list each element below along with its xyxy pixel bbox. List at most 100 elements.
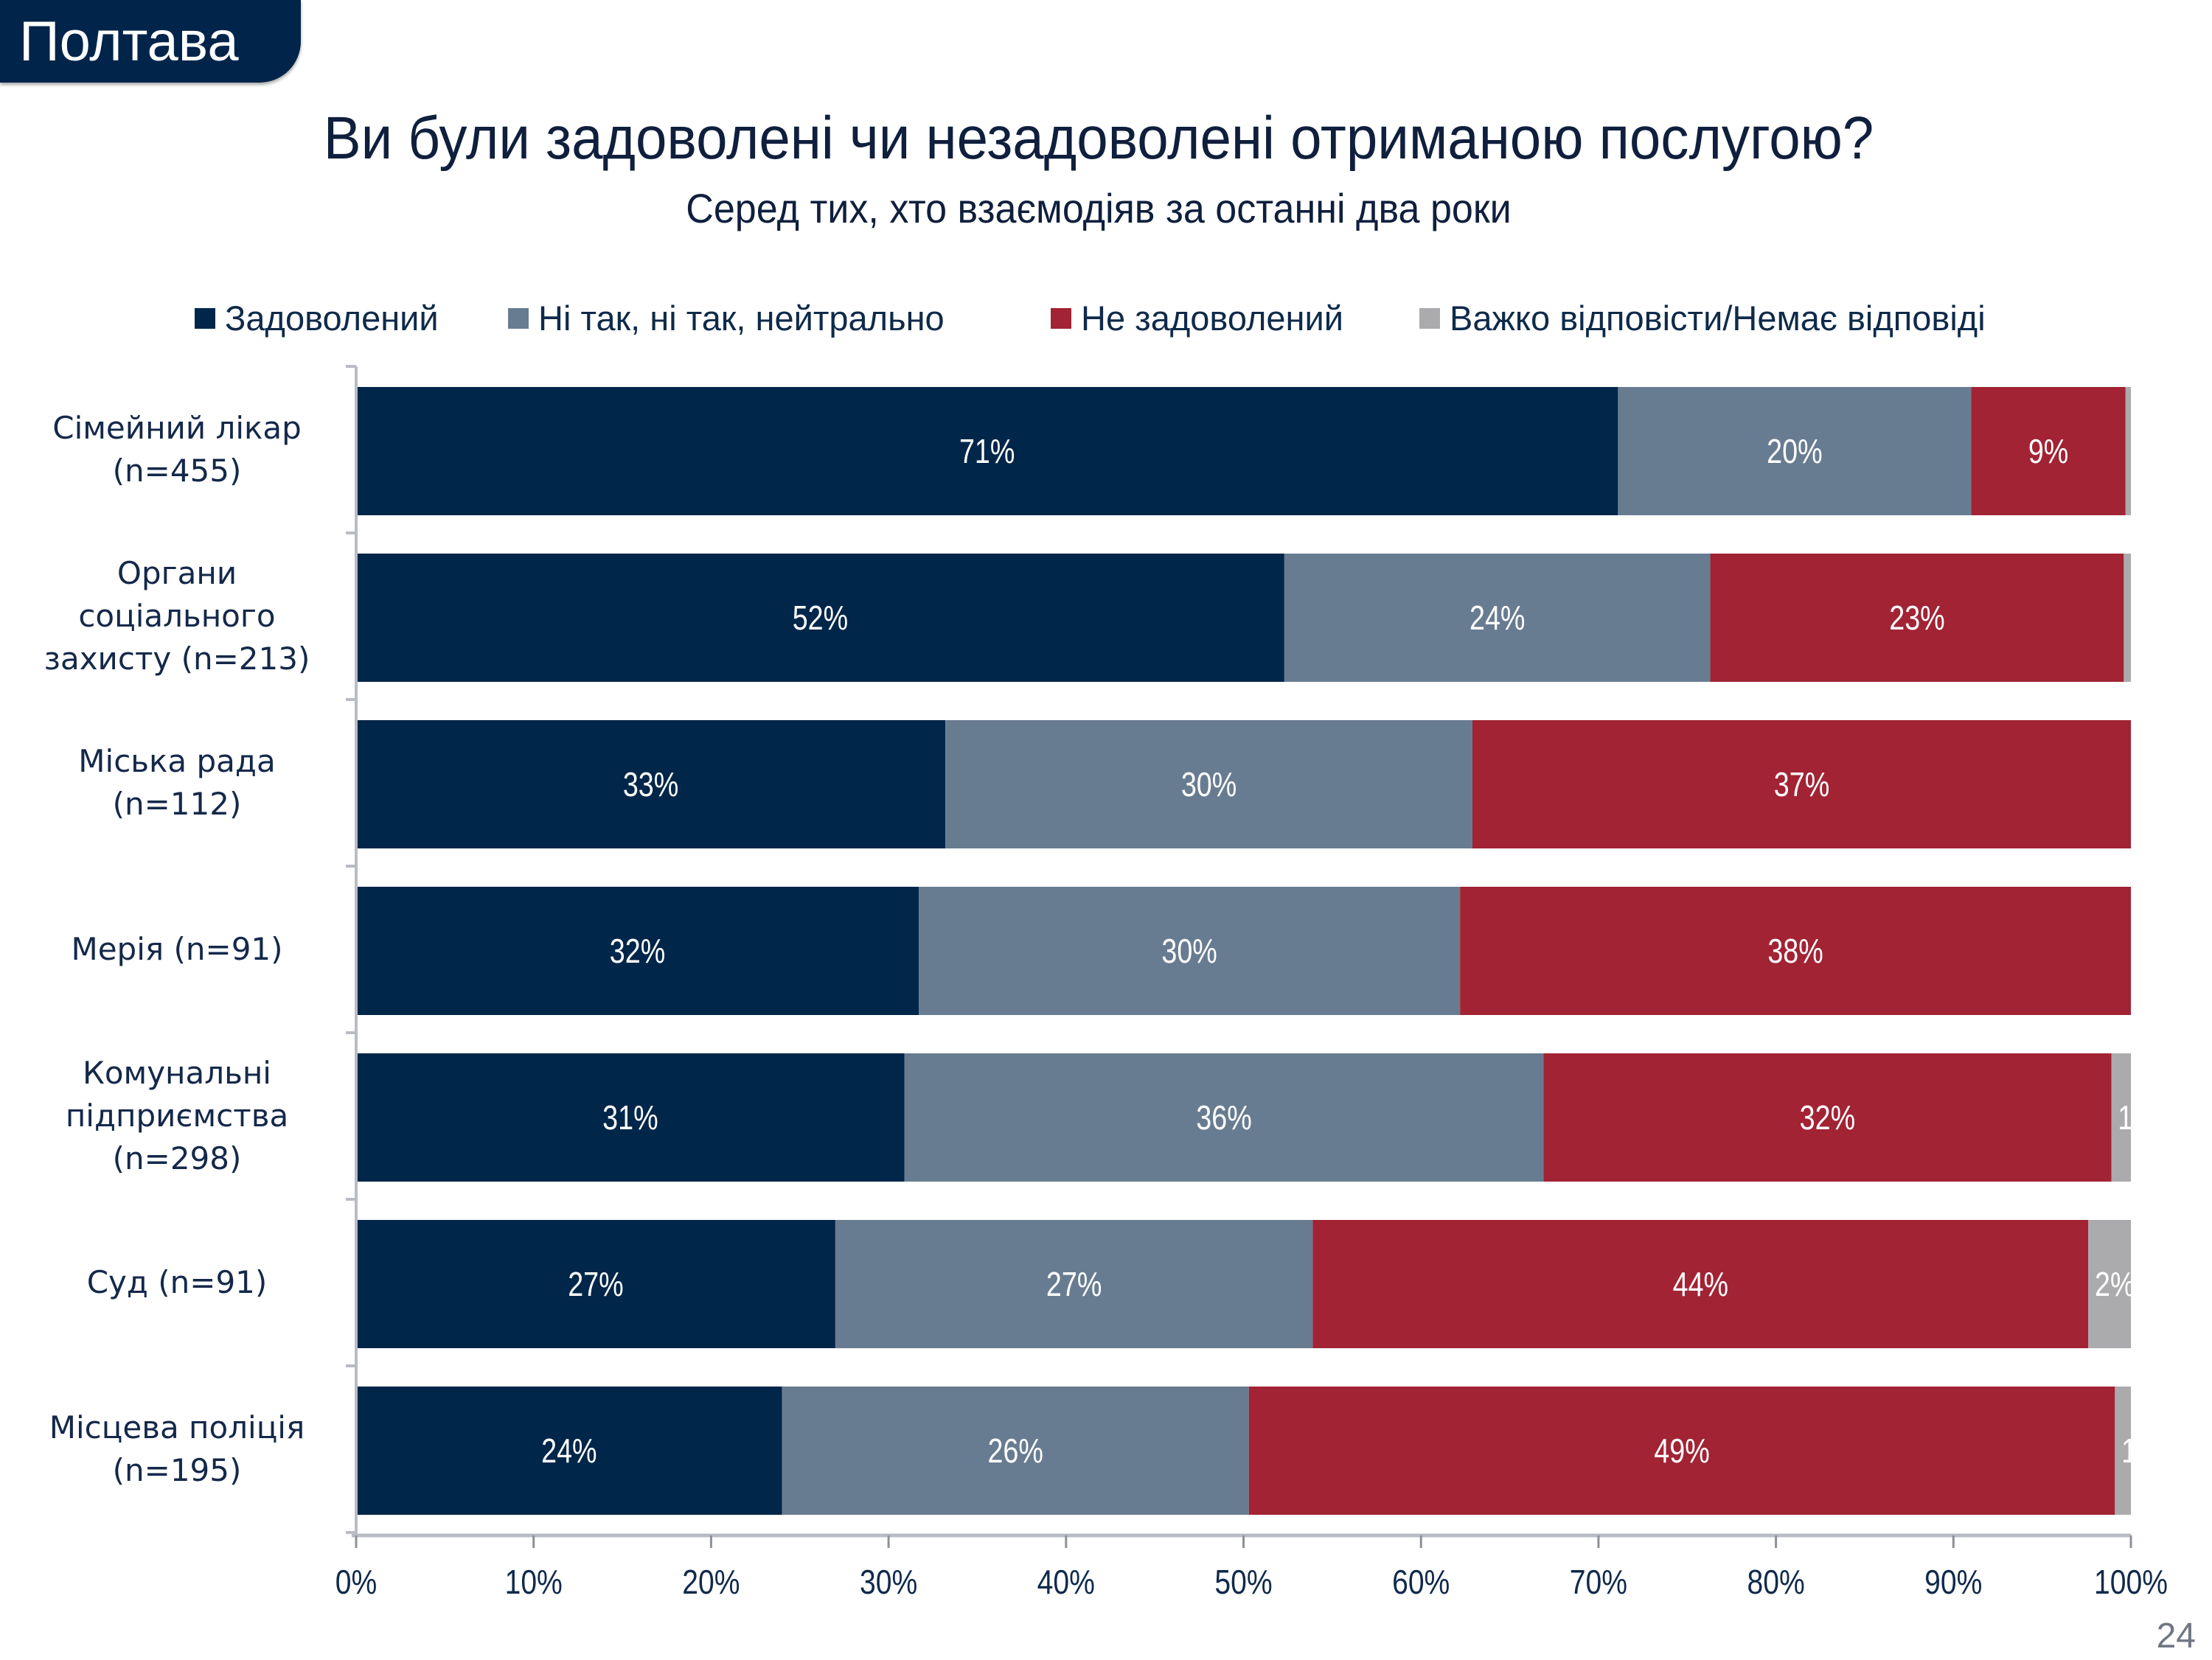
chart-subtitle: Серед тих, хто взаємодіяв за останні два… [686, 185, 1512, 231]
data-label: 26% [987, 1431, 1043, 1469]
bar-segment [2125, 387, 2131, 515]
data-label: 30% [1181, 765, 1237, 803]
data-label: 37% [1774, 765, 1829, 803]
data-label: 0% [2132, 432, 2173, 470]
data-label: 36% [1196, 1098, 1251, 1136]
category-label: Місцева поліція (n=195) [22, 1366, 332, 1532]
bar-segment [1460, 887, 2131, 1015]
category-label: Мерія (n=91) [22, 866, 332, 1033]
legend-swatch-dissatisfied [1051, 308, 1071, 329]
category-label-line: (n=112) [112, 786, 242, 822]
category-label-line: Місцева поліція [49, 1409, 305, 1445]
x-tick-label: 20% [682, 1563, 740, 1602]
legend-item-dissatisfied: Не задоволений [1051, 298, 1343, 339]
data-label: 9% [2028, 432, 2069, 470]
data-label: 31% [602, 1098, 658, 1136]
data-label: 30% [1161, 932, 1217, 969]
bar-segment [1971, 387, 2126, 515]
category-label: Міська рада (n=112) [22, 700, 332, 866]
category-label-line: Сімейний лікар [52, 410, 302, 446]
x-tick-label: 40% [1037, 1563, 1095, 1602]
category-label: Комунальні підприємства (n=298) [22, 1033, 332, 1199]
bar-segment [782, 1387, 1249, 1515]
legend-label-satisfied: Задоволений [225, 299, 439, 338]
legend-swatch-satisfied [195, 308, 215, 329]
bar-segment [2088, 1220, 2131, 1348]
data-label: 27% [568, 1265, 623, 1302]
data-label: 1% [2118, 1098, 2158, 1136]
legend-label-no-answer: Важко відповісти/Немає відповіді [1450, 299, 1986, 338]
data-label: 20% [1767, 432, 1822, 470]
bar-segment [356, 387, 1618, 515]
category-label-line: (n=298) [112, 1140, 242, 1176]
data-label: 23% [1889, 599, 1944, 636]
category-label-line: (n=195) [112, 1452, 242, 1488]
x-tick-label: 0% [335, 1563, 378, 1602]
data-label: 44% [1673, 1265, 1728, 1302]
legend-swatch-no-answer [1419, 308, 1440, 329]
legend-item-satisfied: Задоволений [195, 298, 439, 339]
bar-segment [1312, 1220, 2089, 1348]
legend-label-dissatisfied: Не задоволений [1081, 299, 1343, 338]
bar-segment [1710, 554, 2124, 682]
bar-segment [835, 1220, 1313, 1348]
bar-segment [1284, 554, 1711, 682]
bar-segment [356, 720, 946, 848]
legend-item-neutral: Ні так, ні так, нейтрально [508, 298, 945, 339]
bar-segment [356, 1053, 905, 1182]
bar-segment [1248, 1387, 2115, 1515]
x-tick-label: 30% [860, 1563, 917, 1602]
category-label-line: Мерія (n=91) [71, 931, 283, 967]
x-tick-label: 50% [1214, 1563, 1272, 1602]
data-label: 0% [2130, 599, 2171, 636]
x-tick-label: 80% [1747, 1563, 1804, 1602]
category-label-line: Міська рада [78, 743, 276, 779]
data-label: 2% [2095, 1265, 2135, 1302]
bar-segment [1618, 387, 1972, 515]
data-label: 0% [2138, 765, 2178, 803]
category-label-line: Органи [116, 555, 237, 591]
bar-segment [356, 1387, 782, 1515]
x-tick-label: 90% [1924, 1563, 1982, 1602]
data-label: 24% [1470, 599, 1525, 636]
x-tick-label: 70% [1570, 1563, 1627, 1602]
bar-segment [2111, 1053, 2131, 1182]
bar-segment [356, 1220, 835, 1348]
category-label: Суд (n=91) [22, 1199, 332, 1366]
category-label-line: підприємства [65, 1098, 289, 1134]
data-label: 0% [2138, 932, 2178, 969]
data-label: 32% [610, 932, 665, 969]
bar-segment [2115, 1387, 2131, 1515]
category-label: Сімейний лікар (n=455) [22, 366, 332, 533]
data-label: 27% [1046, 1265, 1102, 1302]
bar-segment [2124, 554, 2131, 682]
bar-segment [1472, 720, 2131, 848]
bar-segment [945, 720, 1473, 848]
x-tick-label: 60% [1392, 1563, 1450, 1602]
category-label-line: захисту (n=213) [44, 641, 310, 677]
data-label: 38% [1767, 932, 1823, 969]
x-tick-label: 10% [505, 1563, 563, 1602]
category-label-line: соціального [78, 598, 276, 634]
bar-segment [919, 887, 1461, 1015]
chart-title: Ви були задоволені чи незадоволені отрим… [323, 105, 1874, 172]
data-label: 32% [1800, 1098, 1855, 1136]
category-label: Органи соціального захисту (n=213) [22, 533, 332, 700]
data-label: 49% [1654, 1431, 1709, 1469]
data-label: 24% [541, 1431, 597, 1469]
chart-legend: Задоволений Ні так, ні так, нейтрально Н… [0, 298, 2212, 339]
legend-item-no-answer: Важко відповісти/Немає відповіді [1419, 298, 1986, 339]
category-label-line: Суд (n=91) [86, 1264, 268, 1300]
bar-segment [904, 1053, 1544, 1182]
page-number: 24 [2156, 1617, 2196, 1656]
legend-swatch-neutral [508, 308, 529, 329]
category-label-line: Комунальні [83, 1055, 271, 1091]
data-label: 71% [959, 432, 1015, 470]
data-label: 52% [793, 599, 848, 636]
bar-segment [1543, 1053, 2112, 1182]
category-label-line: (n=455) [112, 453, 242, 489]
city-tab-label: Полтава [19, 10, 239, 73]
bar-segment [356, 554, 1284, 682]
data-label: 1% [2121, 1431, 2162, 1469]
